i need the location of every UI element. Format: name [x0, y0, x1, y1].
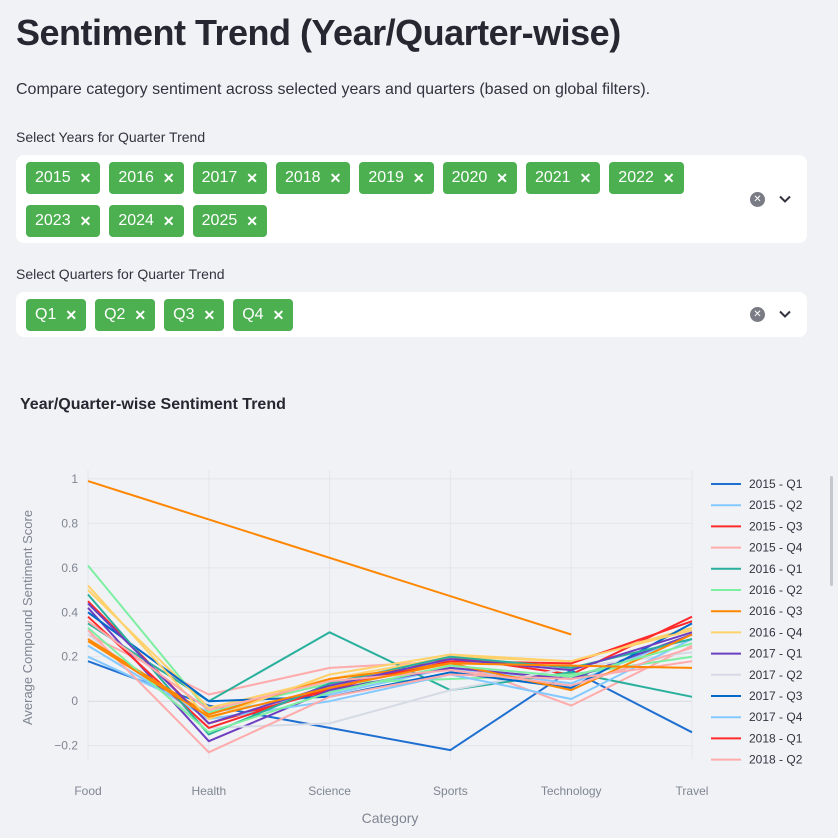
years-chip-list: 2015 ✕ 2016 ✕ 2017 ✕ 2018 ✕ 2019 ✕ 2020 ✕ 2021 ✕ 2022 ✕…: [26, 162, 726, 237]
legend-label[interactable]: 2017 - Q4: [749, 710, 803, 724]
y-axis-title: Average Compound Sentiment Score: [20, 510, 35, 725]
chip-label: 2021: [534, 169, 571, 186]
quarters-chip-list: Q1 ✕ Q2 ✕ Q3 ✕ Q4 ✕: [26, 299, 726, 331]
legend-label[interactable]: 2016 - Q1: [749, 562, 803, 576]
x-tick-label: Food: [74, 784, 101, 798]
legend-label[interactable]: 2016 - Q3: [749, 604, 803, 618]
chip-label: Q2: [104, 306, 126, 323]
y-tick-label: 0.4: [61, 605, 78, 619]
years-select-label: Select Years for Quarter Trend: [16, 129, 206, 145]
chip-label: 2024: [118, 212, 154, 229]
page-title: Sentiment Trend (Year/Quarter-wise): [16, 12, 621, 53]
chevron-down-icon[interactable]: [778, 192, 792, 206]
chip-label: 2020: [451, 169, 488, 186]
legend-label[interactable]: 2018 - Q2: [749, 753, 803, 767]
remove-chip-icon[interactable]: ✕: [65, 306, 78, 323]
legend-label[interactable]: 2015 - Q4: [749, 541, 803, 555]
remove-chip-icon[interactable]: ✕: [272, 306, 285, 323]
legend-label[interactable]: 2015 - Q1: [749, 477, 803, 491]
quarter-chip-q4[interactable]: Q4 ✕: [233, 299, 294, 331]
y-tick-label: −0.2: [54, 739, 78, 753]
series-line-11[interactable]: [87, 638, 693, 720]
sentiment-line-chart: −0.2 0 0.2 0.4 0.6 0.8 1 Food Health Science Sport…: [20, 470, 833, 826]
series-line-17[interactable]: [87, 627, 693, 734]
year-chip-2021[interactable]: 2021 ✕: [525, 162, 601, 194]
chevron-down-icon[interactable]: [778, 307, 792, 321]
series-line-20[interactable]: [87, 640, 693, 718]
series-line-6[interactable]: [87, 480, 572, 636]
quarters-select-label: Select Quarters for Quarter Trend: [16, 266, 225, 282]
remove-chip-icon[interactable]: ✕: [329, 169, 342, 186]
legend-scrollbar[interactable]: [830, 476, 833, 586]
year-chip-2024[interactable]: 2024 ✕: [109, 205, 184, 237]
remove-chip-icon[interactable]: ✕: [162, 212, 175, 229]
remove-chip-icon[interactable]: ✕: [496, 169, 508, 186]
y-tick-label: 0: [71, 694, 78, 708]
x-tick-label: Technology: [541, 784, 602, 798]
remove-chip-icon[interactable]: ✕: [246, 212, 258, 229]
remove-chip-icon[interactable]: ✕: [79, 169, 92, 186]
x-tick-label: Science: [308, 784, 351, 798]
legend-label[interactable]: 2017 - Q1: [749, 647, 803, 661]
legend-label[interactable]: 2015 - Q2: [749, 498, 803, 512]
page-caption: Compare category sentiment across select…: [16, 81, 651, 98]
chip-label: Q4: [242, 306, 264, 323]
chip-label: Q3: [173, 306, 195, 323]
chip-label: 2015: [35, 169, 71, 186]
chip-label: 2016: [118, 169, 154, 186]
x-tick-label: Health: [191, 784, 226, 798]
clear-quarters-icon[interactable]: ✕: [750, 307, 765, 322]
x-tick-label: Sports: [433, 784, 468, 798]
remove-chip-icon[interactable]: ✕: [203, 306, 216, 323]
clear-years-icon[interactable]: ✕: [750, 192, 765, 207]
remove-chip-icon[interactable]: ✕: [662, 169, 675, 186]
chip-label: 2025: [201, 212, 238, 229]
remove-chip-icon[interactable]: ✕: [412, 169, 425, 186]
legend-label[interactable]: 2018 - Q1: [749, 731, 803, 745]
x-axis-title: Category: [362, 810, 419, 826]
legend-label[interactable]: 2016 - Q2: [749, 583, 803, 597]
legend-label[interactable]: 2017 - Q2: [749, 668, 803, 682]
legend-label[interactable]: 2015 - Q3: [749, 519, 803, 533]
year-chip-2015[interactable]: 2015 ✕: [26, 162, 101, 194]
years-multiselect[interactable]: 2015 ✕ 2016 ✕ 2017 ✕ 2018 ✕ 2019 ✕ 2020 ✕ 2021 ✕ 2022 ✕…: [16, 155, 807, 243]
series-line-10[interactable]: [87, 611, 693, 703]
y-tick-label: 0.2: [61, 650, 78, 664]
y-tick-label: 1: [71, 472, 78, 486]
quarter-chip-q2[interactable]: Q2 ✕: [95, 299, 156, 331]
year-chip-2020[interactable]: 2020 ✕: [442, 162, 517, 194]
year-chip-2018[interactable]: 2018 ✕: [275, 162, 351, 194]
quarters-multiselect[interactable]: Q1 ✕ Q2 ✕ Q3 ✕ Q4 ✕ ✕: [16, 292, 807, 337]
series-line-13[interactable]: [87, 629, 693, 754]
chip-label: 2017: [201, 169, 238, 186]
chip-label: 2022: [618, 169, 654, 186]
chart-title: Year/Quarter-wise Sentiment Trend: [20, 396, 286, 413]
year-chip-2022[interactable]: 2022 ✕: [609, 162, 684, 194]
year-chip-2017[interactable]: 2017 ✕: [192, 162, 267, 194]
year-chip-2023[interactable]: 2023 ✕: [26, 205, 101, 237]
chip-label: 2023: [35, 212, 71, 229]
remove-chip-icon[interactable]: ✕: [134, 306, 147, 323]
chip-label: 2018: [284, 169, 321, 186]
legend-label[interactable]: 2017 - Q3: [749, 689, 803, 703]
year-chip-2016[interactable]: 2016 ✕: [109, 162, 184, 194]
chip-label: Q1: [35, 306, 57, 323]
y-tick-label: 0.6: [61, 561, 78, 575]
chip-label: 2019: [368, 169, 404, 186]
legend-label[interactable]: 2016 - Q4: [749, 625, 803, 639]
remove-chip-icon[interactable]: ✕: [579, 169, 592, 186]
remove-chip-icon[interactable]: ✕: [246, 169, 258, 186]
x-tick-label: Travel: [676, 784, 709, 798]
quarter-chip-q1[interactable]: Q1 ✕: [26, 299, 87, 331]
chart-legend: 2015 - Q1 2015 - Q2 2015 - Q3 2015 - Q4 2016…: [711, 477, 803, 767]
remove-chip-icon[interactable]: ✕: [79, 212, 92, 229]
year-chip-2025[interactable]: 2025 ✕: [192, 205, 267, 237]
series-line-15[interactable]: [87, 633, 693, 716]
quarter-chip-q3[interactable]: Q3 ✕: [164, 299, 225, 331]
remove-chip-icon[interactable]: ✕: [162, 169, 175, 186]
year-chip-2019[interactable]: 2019 ✕: [359, 162, 434, 194]
series-line-16[interactable]: [87, 584, 693, 720]
y-tick-label: 0.8: [61, 516, 78, 530]
